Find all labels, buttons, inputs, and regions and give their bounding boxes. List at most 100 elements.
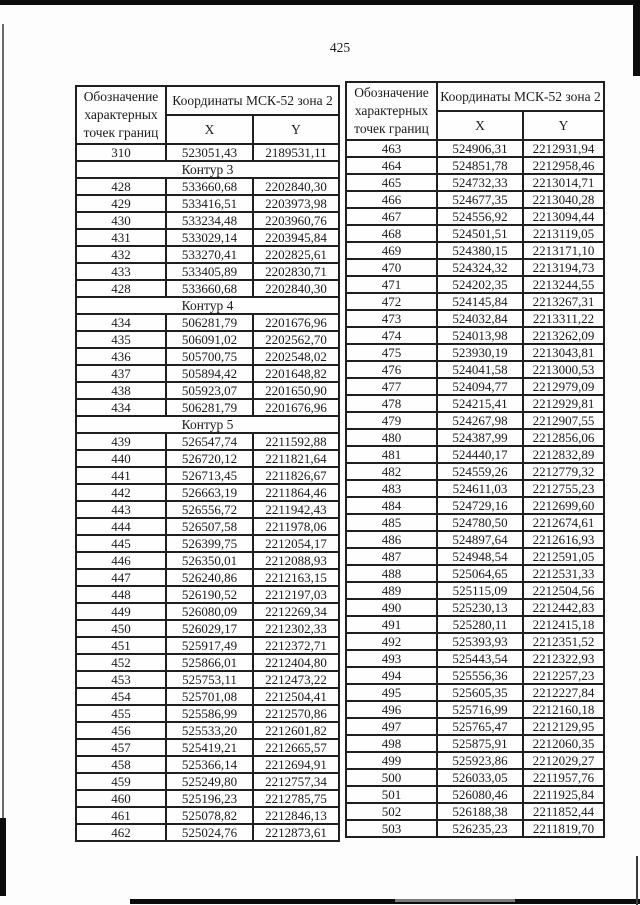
y-value: 2212054,17 xyxy=(251,534,341,553)
y-value: 2213043,81 xyxy=(521,343,606,362)
x-value: 525280,11 xyxy=(436,615,524,634)
x-value: 525765,47 xyxy=(436,717,524,736)
x-value: 524440,17 xyxy=(436,445,524,464)
column-header-point-designation: Обозначение характерных точек границ xyxy=(345,81,438,141)
point-id: 449 xyxy=(75,602,167,621)
point-id: 464 xyxy=(345,156,438,175)
point-id: 489 xyxy=(345,581,438,600)
x-value: 524013,98 xyxy=(436,326,524,345)
x-value: 526713,45 xyxy=(165,466,254,485)
table-row: 457 525419,21 2212665,57 xyxy=(75,738,341,757)
point-id: 428 xyxy=(75,177,167,196)
point-id: 436 xyxy=(75,347,167,366)
x-value: 524145,84 xyxy=(436,292,524,311)
x-value: 525866,01 xyxy=(165,653,254,672)
y-value: 2201648,82 xyxy=(251,364,341,383)
x-value: 523930,19 xyxy=(436,343,524,362)
y-value: 2201676,96 xyxy=(251,313,341,332)
y-value: 2212531,33 xyxy=(521,564,606,583)
point-id: 462 xyxy=(75,823,167,842)
x-value: 525024,76 xyxy=(165,823,254,842)
y-value: 2212415,18 xyxy=(521,615,606,634)
y-value: 2212351,52 xyxy=(521,632,606,651)
table-row: 497 525765,47 2212129,95 xyxy=(345,717,606,736)
y-value: 2212616,93 xyxy=(521,530,606,549)
point-id: 477 xyxy=(345,377,438,396)
y-value: 2212958,46 xyxy=(521,156,606,175)
y-value: 2212785,75 xyxy=(251,789,341,808)
point-id: 435 xyxy=(75,330,167,349)
point-id: 485 xyxy=(345,513,438,532)
y-value: 2212979,09 xyxy=(521,377,606,396)
x-value: 525249,80 xyxy=(165,772,254,791)
table-subheader-row: X Y xyxy=(76,114,341,145)
y-value: 2212665,57 xyxy=(251,738,341,757)
x-value: 524729,16 xyxy=(436,496,524,515)
x-value: 533270,41 xyxy=(165,245,254,264)
point-id: 444 xyxy=(75,517,167,536)
table-row: 486 524897,64 2212616,93 xyxy=(345,530,606,549)
point-id: 459 xyxy=(75,772,167,791)
table-row: 462 525024,76 2212873,61 xyxy=(75,823,341,842)
table-row: 467 524556,92 2213094,44 xyxy=(345,207,606,226)
x-value: 533234,48 xyxy=(165,211,254,230)
table-row: 456 525533,20 2212601,82 xyxy=(75,721,341,740)
y-value: 2212473,22 xyxy=(251,670,341,689)
point-id: 454 xyxy=(75,687,167,706)
table-row: 494 525556,36 2212257,23 xyxy=(345,666,606,685)
table-row: 461 525078,82 2212846,13 xyxy=(75,806,341,825)
coordinates-table-right: Обозначение характерных точек границ Коо… xyxy=(345,81,606,838)
point-id: 472 xyxy=(345,292,438,311)
x-value: 526235,23 xyxy=(436,819,524,838)
x-value: 524897,64 xyxy=(436,530,524,549)
x-value: 533029,14 xyxy=(165,228,254,247)
point-id: 443 xyxy=(75,500,167,519)
point-id: 490 xyxy=(345,598,438,617)
column-header-x: X xyxy=(165,114,254,145)
x-value: 525419,21 xyxy=(165,738,254,757)
y-value: 2212163,15 xyxy=(251,568,341,587)
table-row: 471 524202,35 2213244,55 xyxy=(345,275,606,294)
y-value: 2211957,76 xyxy=(521,768,606,787)
table-row: 491 525280,11 2212415,18 xyxy=(345,615,606,634)
point-id: 448 xyxy=(75,585,167,604)
scan-edge-left xyxy=(2,24,4,820)
x-value: 525605,35 xyxy=(436,683,524,702)
x-value: 524948,54 xyxy=(436,547,524,566)
y-value: 2213000,53 xyxy=(521,360,606,379)
point-id: 474 xyxy=(345,326,438,345)
table-row: 472 524145,84 2213267,31 xyxy=(345,292,606,311)
point-id: 310 xyxy=(75,143,167,162)
y-value: 2211942,43 xyxy=(251,500,341,519)
point-id: 503 xyxy=(345,819,438,838)
y-value: 2202562,70 xyxy=(251,330,341,349)
x-value: 525115,09 xyxy=(436,581,524,600)
point-id: 441 xyxy=(75,466,167,485)
table-row: 444 526507,58 2211978,06 xyxy=(75,517,341,536)
point-id: 456 xyxy=(75,721,167,740)
point-id: 428 xyxy=(75,279,167,298)
y-value: 2211821,64 xyxy=(251,449,341,468)
point-id: 446 xyxy=(75,551,167,570)
table-row: 465 524732,33 2213014,71 xyxy=(345,173,606,192)
point-id: 499 xyxy=(345,751,438,770)
table-row: 502 526188,38 2211852,44 xyxy=(345,802,606,821)
point-id: 468 xyxy=(345,224,438,243)
point-id: 479 xyxy=(345,411,438,430)
x-value: 525875,91 xyxy=(436,734,524,753)
table-row: 481 524440,17 2212832,89 xyxy=(345,445,606,464)
y-value: 2213119,05 xyxy=(521,224,606,243)
table-row: 432 533270,41 2202825,61 xyxy=(75,245,341,264)
point-id: 447 xyxy=(75,568,167,587)
point-id: 467 xyxy=(345,207,438,226)
table-row: 454 525701,08 2212504,41 xyxy=(75,687,341,706)
x-value: 524032,84 xyxy=(436,309,524,328)
table-row: 482 524559,26 2212779,32 xyxy=(345,462,606,481)
y-value: 2212832,89 xyxy=(521,445,606,464)
point-id: 497 xyxy=(345,717,438,736)
y-value: 2212404,80 xyxy=(251,653,341,672)
x-value: 506281,79 xyxy=(165,313,254,332)
point-id: 433 xyxy=(75,262,167,281)
y-value: 2212060,35 xyxy=(521,734,606,753)
y-value: 2201676,96 xyxy=(251,398,341,417)
